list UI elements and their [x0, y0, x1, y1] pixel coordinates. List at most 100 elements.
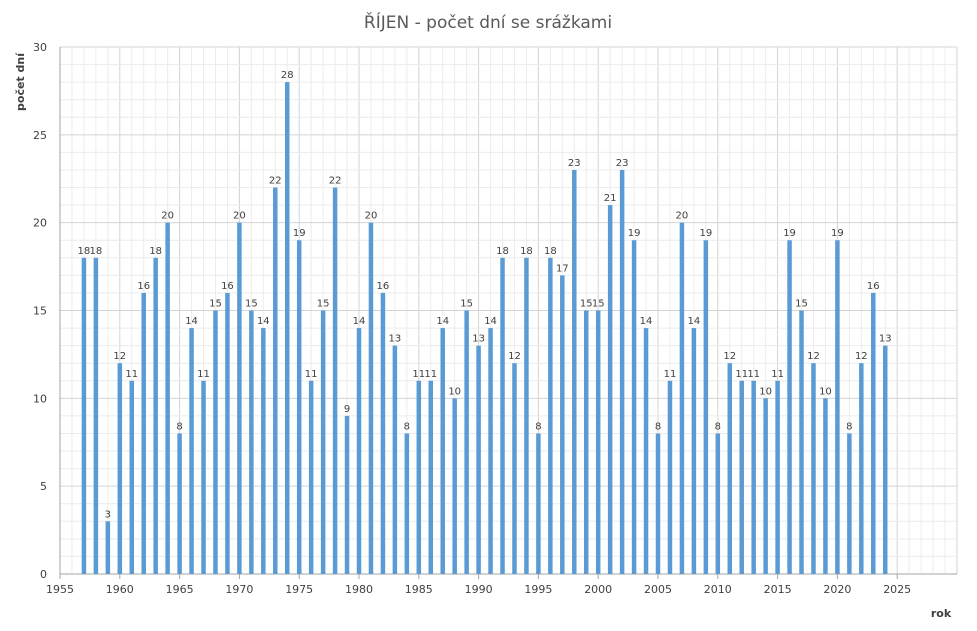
x-tick-label: 2000 — [584, 583, 612, 596]
data-label: 18 — [149, 246, 162, 257]
data-label: 18 — [90, 246, 103, 257]
data-label: 20 — [161, 211, 174, 222]
data-label: 20 — [233, 211, 246, 222]
bar — [572, 169, 577, 574]
data-label: 15 — [580, 299, 593, 310]
data-label: 11 — [771, 369, 784, 380]
data-label: 11 — [747, 369, 760, 380]
bar — [464, 310, 469, 574]
bar — [476, 345, 481, 574]
data-label: 15 — [592, 299, 605, 310]
bar — [631, 240, 637, 574]
data-label: 19 — [628, 228, 641, 239]
bar — [811, 363, 816, 574]
bar — [799, 310, 804, 574]
bar — [440, 328, 445, 574]
bar — [189, 328, 194, 574]
bar — [153, 257, 158, 574]
bar — [871, 292, 876, 574]
data-label: 14 — [436, 316, 449, 327]
data-label: 11 — [664, 369, 677, 380]
y-tick-label: 20 — [33, 217, 47, 230]
y-axis-label: počet dní — [14, 52, 27, 111]
bar — [859, 363, 864, 574]
data-label: 11 — [735, 369, 748, 380]
data-label: 8 — [404, 421, 410, 432]
bar — [643, 328, 649, 574]
bar — [356, 328, 362, 574]
bar — [81, 257, 87, 574]
bar — [237, 222, 242, 574]
data-label: 15 — [209, 299, 222, 310]
bar — [751, 380, 756, 574]
bar — [560, 275, 565, 574]
data-label: 13 — [472, 334, 485, 345]
x-tick-label: 1960 — [106, 583, 134, 596]
bar — [548, 257, 553, 574]
bar — [739, 380, 744, 574]
y-tick-label: 10 — [33, 392, 47, 405]
data-label: 3 — [105, 509, 111, 520]
bar — [225, 292, 230, 574]
data-label: 22 — [329, 176, 342, 187]
bar — [117, 363, 123, 574]
data-label: 16 — [377, 281, 390, 292]
data-label: 14 — [640, 316, 653, 327]
bar — [249, 310, 254, 574]
y-tick-label: 30 — [33, 41, 47, 54]
data-label: 9 — [344, 404, 350, 415]
data-labels: 18 18 3 12 11 16 18 20 8 14 11 15 16 20 15 14 22 28 19 11 15… — [78, 70, 892, 520]
bar — [823, 398, 828, 574]
bar — [775, 380, 780, 574]
bar — [847, 433, 852, 574]
data-label: 10 — [448, 386, 461, 397]
bar — [500, 257, 505, 574]
data-label: 21 — [604, 193, 617, 204]
x-tick-label: 1955 — [46, 583, 74, 596]
data-label: 8 — [846, 421, 852, 432]
y-axis-ticks: 0 5 10 15 20 25 30 — [33, 41, 47, 581]
x-tick-label: 2005 — [644, 583, 672, 596]
data-label: 19 — [699, 228, 712, 239]
data-label: 19 — [831, 228, 844, 239]
data-label: 8 — [715, 421, 721, 432]
data-label: 16 — [867, 281, 880, 292]
data-label: 22 — [269, 176, 282, 187]
bar — [595, 310, 601, 574]
bar — [512, 363, 517, 574]
bar — [667, 380, 673, 574]
data-label: 16 — [221, 281, 234, 292]
data-label: 20 — [365, 211, 378, 222]
data-label: 17 — [556, 263, 569, 274]
data-label: 8 — [535, 421, 541, 432]
bar — [296, 240, 302, 574]
data-label: 12 — [113, 351, 126, 362]
bar — [416, 380, 422, 574]
x-tick-label: 2020 — [823, 583, 851, 596]
chart-title: ŘÍJEN - počet dní se srážkami — [364, 11, 612, 33]
x-axis-ticks: 1955 1960 1965 1970 1975 1980 1985 1990 1995 2000… — [46, 583, 911, 596]
data-label: 16 — [137, 281, 150, 292]
bar-series — [81, 82, 888, 575]
bar — [524, 257, 529, 574]
x-tick-label: 1990 — [465, 583, 493, 596]
data-label: 20 — [676, 211, 689, 222]
bar — [583, 310, 589, 574]
bar — [727, 363, 733, 574]
x-tick-label: 1975 — [285, 583, 313, 596]
data-label: 28 — [281, 70, 294, 81]
bar — [536, 433, 541, 574]
data-label: 11 — [125, 369, 138, 380]
bar — [428, 380, 434, 574]
bar — [787, 240, 792, 574]
bar — [165, 222, 170, 574]
data-label: 12 — [807, 351, 820, 362]
y-tick-label: 5 — [40, 480, 47, 493]
bar — [703, 240, 709, 574]
bar — [213, 310, 218, 574]
data-label: 12 — [855, 351, 868, 362]
bar — [141, 292, 146, 574]
data-label: 18 — [496, 246, 509, 257]
data-label: 23 — [568, 158, 581, 169]
